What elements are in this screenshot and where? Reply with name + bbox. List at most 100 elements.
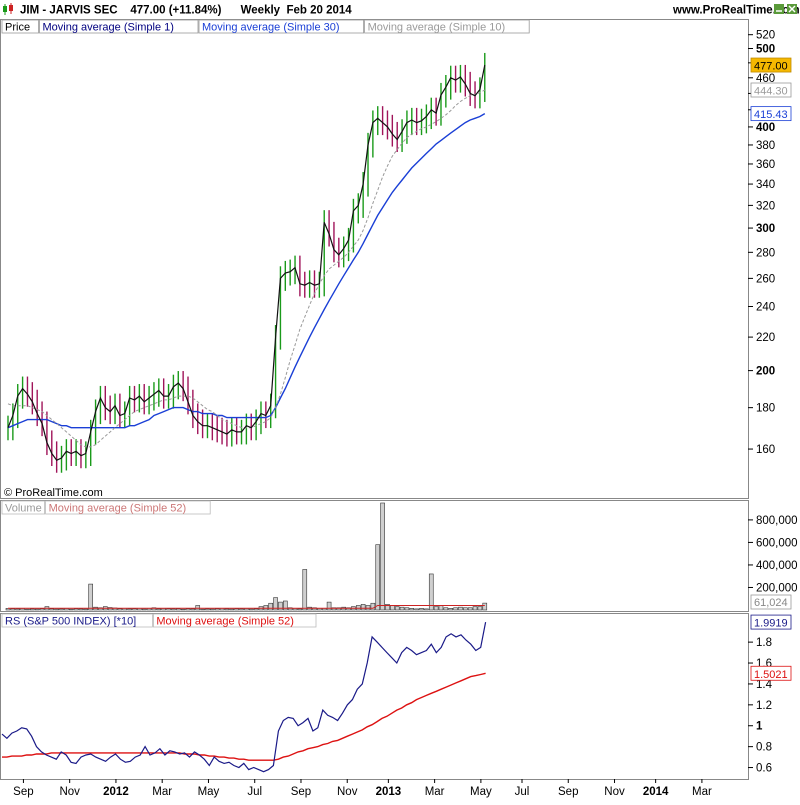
ma1-price-line xyxy=(7,64,486,461)
volume-bar xyxy=(336,607,342,611)
price-last-value: 477.00 xyxy=(754,61,788,73)
volume-bar xyxy=(268,602,274,611)
volume-bar xyxy=(234,608,239,611)
rs-legend-item: RS (S&P 500 INDEX) [*10] xyxy=(5,616,136,628)
price-last-value-box xyxy=(750,82,792,98)
rs-y-tick-label: 0.8 xyxy=(756,742,772,754)
volume-bar xyxy=(404,607,410,611)
x-tick-label: Mar xyxy=(425,786,445,798)
x-tick-label: May xyxy=(470,786,492,798)
price-legend-item: Price xyxy=(5,22,30,34)
volume-bar xyxy=(263,605,269,611)
volume-bar xyxy=(283,600,288,611)
volume-bar xyxy=(49,608,55,611)
price-legend-box xyxy=(1,19,39,34)
volume-bar xyxy=(73,608,79,611)
volume-bar xyxy=(210,608,215,611)
volume-bar xyxy=(297,608,303,611)
volume-bar xyxy=(68,608,74,611)
minimize-icon[interactable] xyxy=(774,4,784,14)
price-legend-box xyxy=(39,19,199,34)
volume-panel: 200,000 400,000 600,000 800,000 Volume Moving… xyxy=(1,500,798,611)
volume-legend-box xyxy=(45,500,211,515)
x-tick-label: Jul xyxy=(247,786,262,798)
x-tick-label: Mar xyxy=(692,786,712,798)
volume-bar xyxy=(151,607,157,611)
volume-bar xyxy=(385,604,390,611)
volume-bar xyxy=(30,608,35,611)
volume-bar xyxy=(88,583,94,611)
volume-bar xyxy=(25,608,30,611)
price-y-tick-label: 320 xyxy=(756,200,775,212)
volume-bar xyxy=(370,602,376,611)
close-icon[interactable] xyxy=(787,4,797,14)
x-tick-label: Nov xyxy=(59,786,80,798)
rs-last-value: 1.5021 xyxy=(754,669,788,681)
volume-bar xyxy=(302,569,308,611)
price-y-tick-label: 280 xyxy=(756,247,775,259)
rs-y-tick-label: 1 xyxy=(756,721,763,733)
volume-bar xyxy=(380,502,385,611)
volume-bar xyxy=(331,607,337,611)
volume-bar xyxy=(166,608,171,611)
rs-legend-item: Moving average (Simple 52) xyxy=(156,616,294,628)
volume-bar xyxy=(15,608,21,611)
volume-last-value-box xyxy=(750,594,792,610)
price-y-tick-label: 460 xyxy=(756,73,775,85)
volume-bar xyxy=(34,608,40,611)
copyright-label: © ProRealTime.com xyxy=(4,487,103,499)
volume-bar xyxy=(54,608,59,611)
volume-bar xyxy=(463,607,468,611)
rs-legend-box xyxy=(152,613,317,628)
x-tick-label: Mar xyxy=(152,786,172,798)
rs-panel: 0.60.811.21.41.61.8RS (S&P 500 INDEX) [*… xyxy=(1,613,792,775)
price-y-tick-label: 160 xyxy=(756,444,775,456)
volume-y-tick-label: 400,000 xyxy=(756,560,798,572)
volume-bar xyxy=(83,608,89,611)
volume-bar xyxy=(472,606,478,611)
price-last-value: 415.43 xyxy=(754,109,788,121)
volume-bar xyxy=(482,602,488,611)
volume-bar xyxy=(180,608,186,611)
price-y-tick-label: 180 xyxy=(756,403,775,415)
rs-y-tick-label: 1.2 xyxy=(756,700,772,712)
price-y-tick-label: 200 xyxy=(756,366,775,378)
volume-legend-item: Moving average (Simple 52) xyxy=(49,503,187,515)
price-panel: 1601802002202402602803003203403603804004… xyxy=(1,19,792,473)
price-panel-frame xyxy=(0,19,749,499)
rs-y-tick-label: 0.6 xyxy=(756,763,772,775)
volume-bar xyxy=(273,597,278,611)
volume-bar xyxy=(433,606,439,611)
price-y-tick-label: 520 xyxy=(756,30,775,42)
rs-line xyxy=(1,621,487,773)
chart-header-title: JIM - JARVIS SEC 477.00 (+11.84%) Weekly… xyxy=(20,5,352,17)
x-tick-label: 2012 xyxy=(103,786,129,798)
volume-bar xyxy=(190,608,196,611)
volume-bar xyxy=(175,608,181,611)
volume-bar xyxy=(78,608,84,611)
rs-panel-frame xyxy=(0,613,749,780)
x-tick-label: May xyxy=(198,786,220,798)
price-last-value-box xyxy=(750,106,792,122)
volume-bar xyxy=(443,607,449,611)
volume-legend-item: Volume xyxy=(5,503,42,515)
volume-bar xyxy=(424,608,429,611)
price-legend-box xyxy=(364,19,530,34)
rs-last-value-box xyxy=(750,665,792,681)
volume-bar xyxy=(195,605,201,611)
x-tick-label: 2014 xyxy=(643,786,669,798)
volume-bar xyxy=(185,608,191,611)
volume-bar xyxy=(205,608,210,611)
price-y-tick-label: 300 xyxy=(756,223,775,235)
x-tick-label: 2013 xyxy=(376,786,402,798)
site-label: www.ProRealTime.com xyxy=(672,5,800,17)
volume-bar xyxy=(98,607,103,611)
volume-bar xyxy=(141,608,147,611)
volume-bar xyxy=(117,608,123,611)
volume-panel-frame xyxy=(0,500,749,612)
volume-bar xyxy=(365,605,371,611)
price-legend-item: Moving average (Simple 1) xyxy=(43,22,174,34)
volume-bar xyxy=(224,608,230,611)
volume-y-tick-label: 800,000 xyxy=(756,515,798,527)
volume-bar xyxy=(132,608,137,611)
